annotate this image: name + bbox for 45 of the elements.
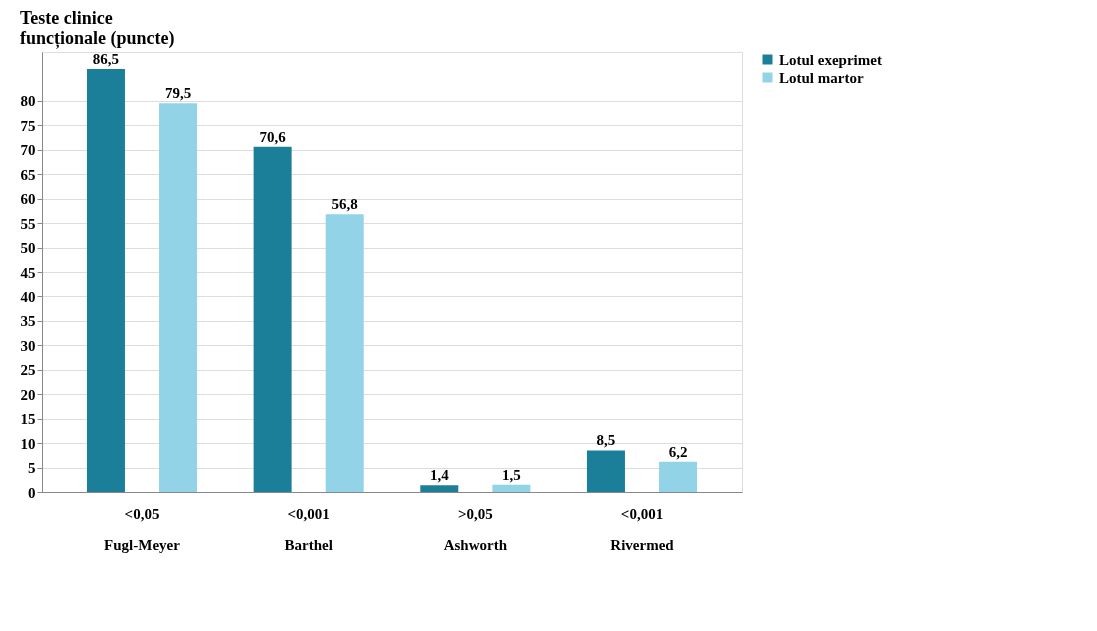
- y-tick-label: 30: [20, 337, 36, 354]
- y-tick-label: 65: [20, 166, 36, 183]
- y-tick-label: 40: [20, 288, 36, 305]
- data-label: 6,2: [668, 443, 688, 460]
- data-label: 70,6: [259, 128, 287, 145]
- text: <0,05: [124, 506, 160, 522]
- legend-label: Lotul martor: [779, 69, 864, 86]
- data-label: 1,5: [501, 466, 521, 483]
- bar: [492, 484, 531, 492]
- bar: [659, 461, 698, 492]
- data-label: 79,5: [164, 85, 192, 102]
- bar: [159, 103, 198, 492]
- y-tick-label: 70: [20, 142, 36, 159]
- data-label: 56,8: [331, 196, 358, 213]
- y-tick-label: 20: [20, 386, 36, 403]
- data-label: 86,5: [92, 51, 120, 68]
- legend-label: Lotul exeprimet: [779, 51, 882, 68]
- y-tick-label: 75: [20, 117, 36, 134]
- y-tick-label: 10: [20, 435, 36, 452]
- text: funcționale (puncte): [20, 28, 175, 48]
- data-label: 1,4: [429, 467, 450, 484]
- text: <0,001: [620, 506, 664, 522]
- y-tick-label: 25: [20, 362, 36, 379]
- y-tick-label: 50: [20, 240, 36, 257]
- y-tick-label: 35: [20, 313, 36, 330]
- x-tick-label: Fugl-Meyer: [104, 536, 181, 553]
- bar: [586, 450, 625, 492]
- text: >0,05: [457, 506, 493, 522]
- y-tick-label: 15: [20, 411, 36, 428]
- x-tick-label: Ashworth: [443, 536, 508, 553]
- y-tick-label: 45: [20, 264, 36, 281]
- bar: [253, 146, 292, 492]
- y-tick-label: 55: [20, 215, 36, 232]
- x-tick-label: Barthel: [284, 536, 333, 553]
- data-label: 8,5: [596, 432, 616, 449]
- bar: [420, 485, 459, 492]
- x-tick-label: Rivermed: [610, 536, 675, 553]
- text: <0,001: [287, 506, 330, 522]
- y-tick-label: 0: [28, 484, 36, 501]
- y-tick-label: 80: [20, 93, 36, 110]
- bar: [325, 214, 364, 492]
- bar: [86, 69, 125, 492]
- text: Teste clinice: [20, 8, 113, 28]
- y-tick-label: 60: [20, 191, 36, 208]
- y-tick-label: 5: [28, 460, 36, 477]
